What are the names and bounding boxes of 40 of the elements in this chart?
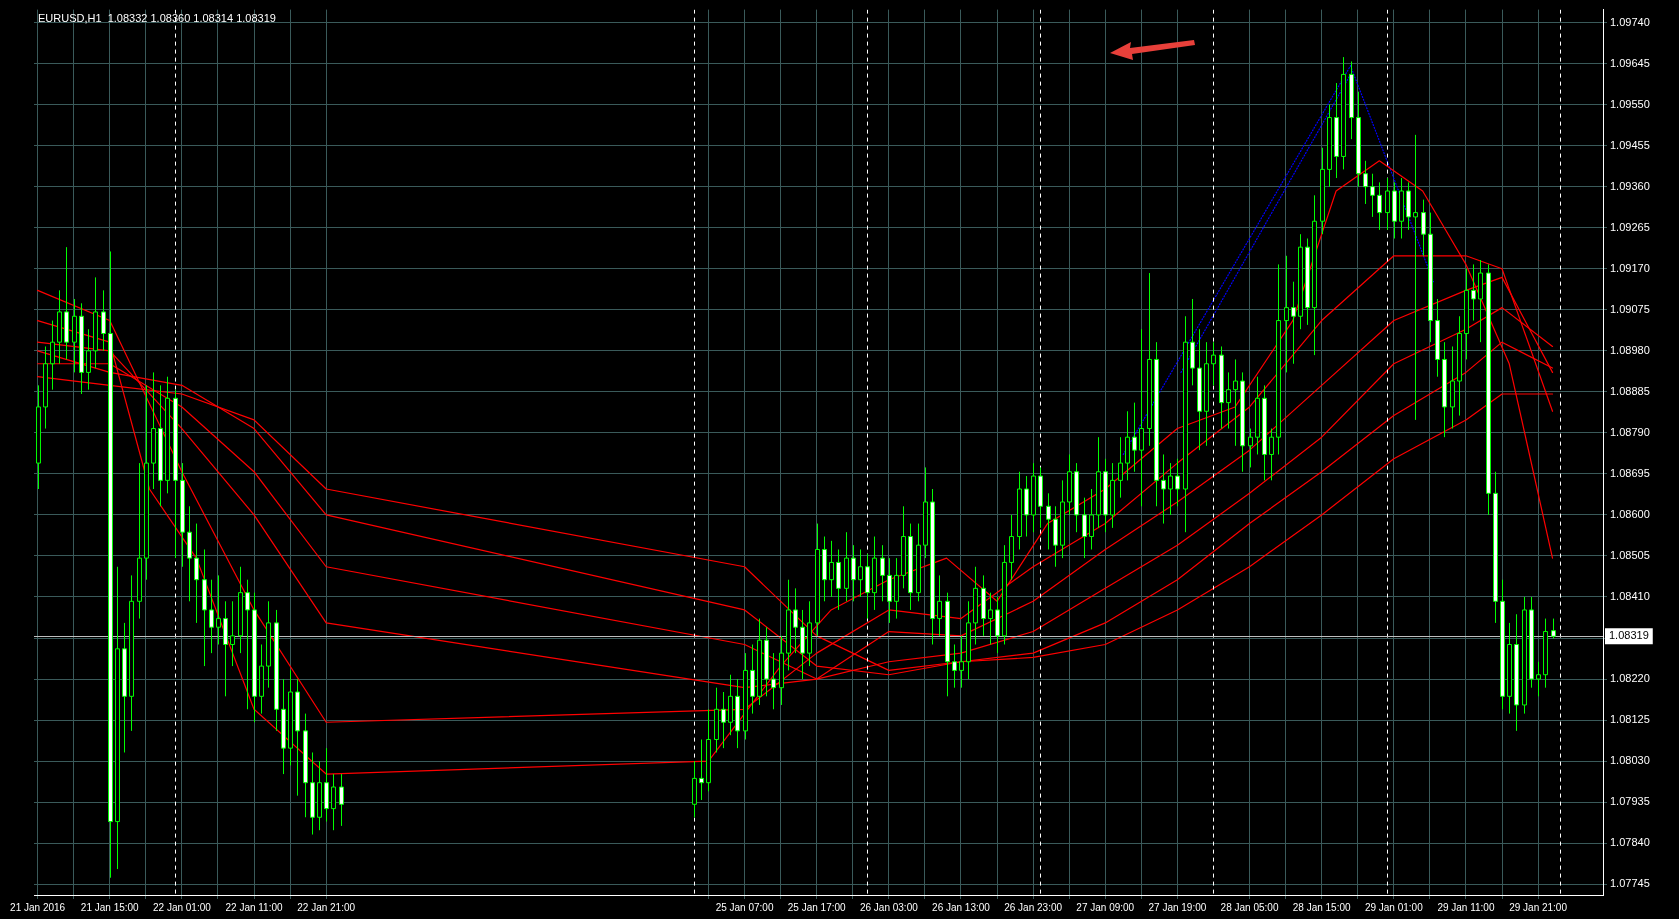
y-tick-label: 1.08695: [1610, 466, 1650, 479]
y-tick-label: 1.08980: [1610, 343, 1650, 356]
x-tick-label: 29 Jan 01:00: [1364, 901, 1424, 913]
x-tick-label: 27 Jan 19:00: [1148, 901, 1207, 913]
y-tick-label: 1.08125: [1610, 713, 1650, 726]
x-tick-label: 29 Jan 11:00: [1437, 901, 1495, 913]
y-tick-label: 1.07745: [1610, 877, 1650, 890]
y-tick-label: 1.09455: [1610, 138, 1650, 151]
x-tick-label: 28 Jan 15:00: [1292, 901, 1352, 913]
y-tick-label: 1.08600: [1610, 507, 1650, 520]
y-tick-label: 1.07935: [1610, 795, 1650, 808]
x-tick-label: 26 Jan 23:00: [1004, 901, 1063, 913]
y-tick-label: 1.09075: [1610, 302, 1650, 315]
y-tick-label: 1.08220: [1610, 672, 1650, 685]
x-tick-label: 21 Jan 15:00: [80, 901, 140, 913]
ref-line-label: 1.08319: [1609, 629, 1649, 642]
x-tick-label: 25 Jan 17:00: [787, 901, 847, 913]
y-tick-label: 1.07840: [1610, 836, 1650, 849]
y-tick-label: 1.08790: [1610, 425, 1650, 438]
y-tick-label: 1.09550: [1610, 97, 1650, 110]
x-tick-label: 29 Jan 21:00: [1509, 901, 1568, 913]
x-tick-label: 22 Jan 21:00: [297, 901, 356, 913]
y-tick-label: 1.08885: [1610, 384, 1650, 397]
x-tick-label: 22 Jan 11:00: [225, 901, 283, 913]
x-tick-label: 26 Jan 13:00: [932, 901, 991, 913]
y-tick-label: 1.09265: [1610, 220, 1650, 233]
y-tick-label: 1.09360: [1610, 179, 1650, 192]
y-tick-label: 1.08505: [1610, 548, 1650, 561]
x-tick-label: 28 Jan 05:00: [1220, 901, 1279, 913]
y-tick-label: 1.09740: [1610, 15, 1650, 28]
y-tick-label: 1.09170: [1610, 261, 1650, 274]
x-tick-label: 26 Jan 03:00: [859, 901, 919, 913]
y-tick-label: 1.09645: [1610, 56, 1650, 69]
y-tick-label: 1.08030: [1610, 754, 1650, 767]
y-tick-label: 1.08410: [1610, 590, 1650, 603]
chart-title: EURUSD,H1 1.08332 1.08360 1.08314 1.08319: [38, 12, 276, 25]
x-tick-label: 27 Jan 09:00: [1076, 901, 1135, 913]
x-tick-label: 25 Jan 07:00: [715, 901, 774, 913]
x-tick-label: 21 Jan 2016: [10, 901, 66, 913]
x-tick-label: 22 Jan 01:00: [152, 901, 212, 913]
